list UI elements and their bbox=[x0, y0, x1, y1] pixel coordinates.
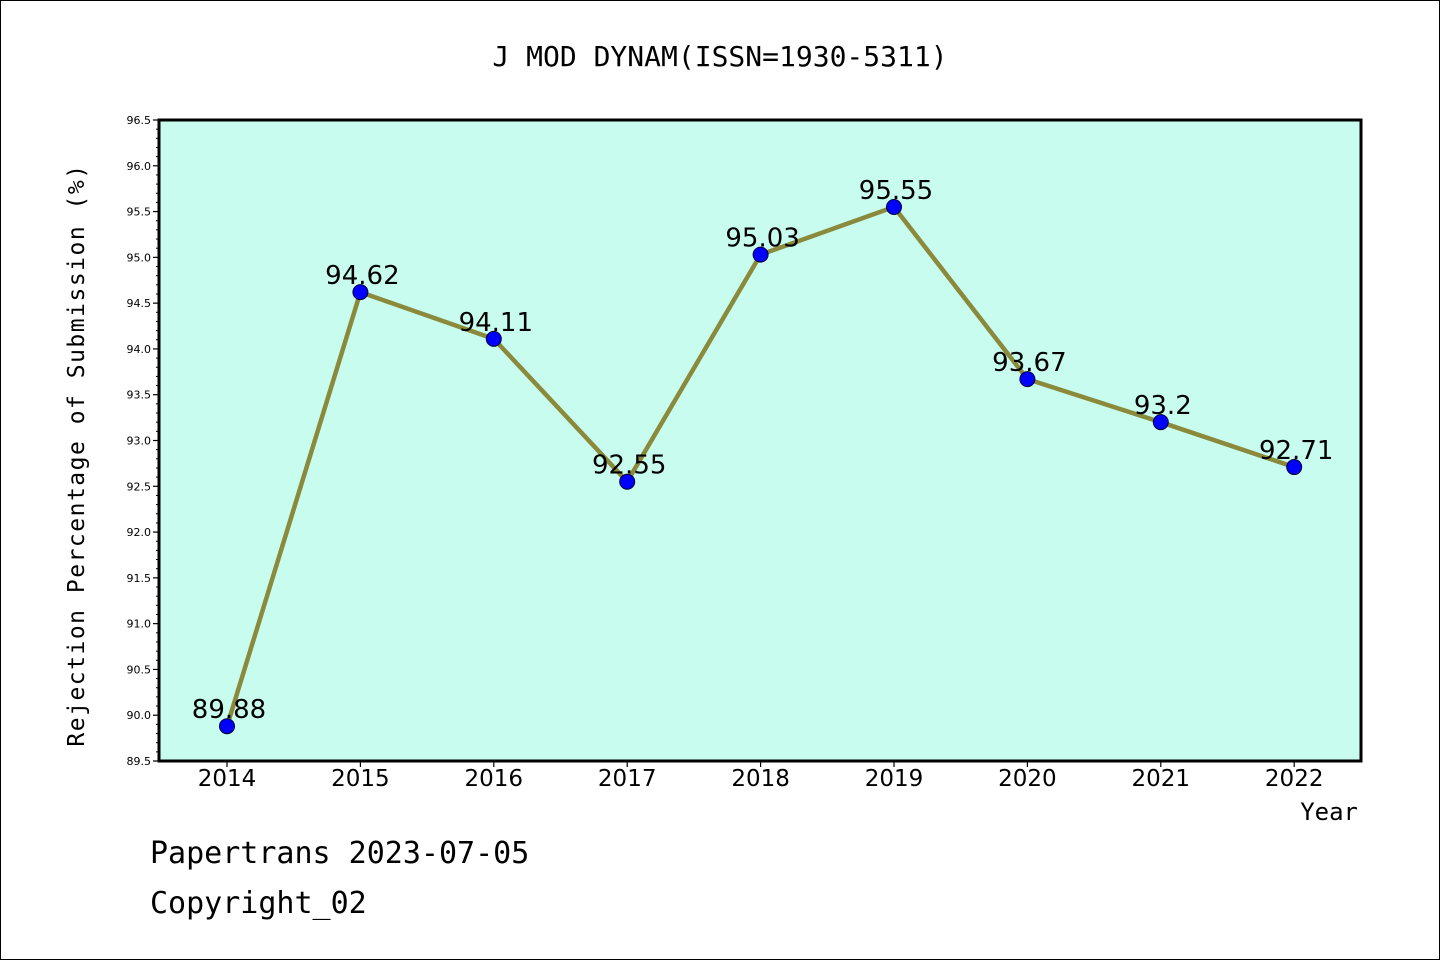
y-tick-label: 93.0 bbox=[127, 435, 152, 448]
footer-date-text: Papertrans 2023-07-05 bbox=[150, 836, 530, 871]
plot-border bbox=[157, 118, 1363, 763]
y-tick-label: 95.5 bbox=[127, 206, 152, 219]
data-point-marker bbox=[1019, 371, 1036, 388]
chart-title: J MOD DYNAM(ISSN=1930-5311) bbox=[492, 40, 947, 73]
y-tick-label: 91.5 bbox=[127, 572, 152, 585]
x-tick-label: 2020 bbox=[998, 766, 1057, 792]
data-point-marker bbox=[752, 246, 769, 263]
data-point-marker bbox=[619, 473, 636, 490]
y-tick-label: 90.0 bbox=[127, 709, 152, 722]
y-tick-label: 96.0 bbox=[127, 160, 152, 173]
y-tick-label: 90.5 bbox=[127, 663, 152, 676]
y-tick-label: 89.5 bbox=[127, 755, 152, 768]
x-axis-ticks: 2014 2015 2016 2017 2018 2019 2020 2021 2022 bbox=[198, 761, 1324, 792]
x-tick-label: 2019 bbox=[865, 766, 924, 792]
y-tick-label: 93.5 bbox=[127, 389, 152, 402]
y-tick-label: 92.0 bbox=[127, 526, 152, 539]
plot-area bbox=[159, 120, 1361, 761]
series-layer: 89.8894.6294.1192.5595.0395.5593.6793.29… bbox=[192, 176, 1333, 735]
data-point-marker bbox=[485, 330, 502, 347]
data-point-marker bbox=[1286, 459, 1303, 476]
data-point-marker bbox=[219, 718, 235, 735]
x-tick-label: 2022 bbox=[1265, 766, 1324, 792]
data-point-marker bbox=[886, 198, 902, 215]
x-tick-label: 2021 bbox=[1132, 766, 1191, 792]
y-tick-label: 94.0 bbox=[127, 343, 152, 356]
x-axis-label: Year bbox=[1300, 798, 1358, 826]
x-tick-label: 2014 bbox=[198, 766, 257, 792]
y-axis-ticks: 89.5 90.0 90.5 91.0 91.5 92.0 92.5 93.0 93.5 94.0… bbox=[127, 114, 159, 768]
data-point-marker bbox=[352, 284, 369, 301]
x-tick-label: 2016 bbox=[465, 766, 524, 792]
x-tick-label: 2017 bbox=[598, 766, 657, 792]
data-point-marker bbox=[1152, 414, 1169, 431]
y-tick-label: 91.0 bbox=[127, 618, 152, 631]
footer-copyright-text: Copyright_02 bbox=[150, 886, 367, 921]
y-tick-label: 94.5 bbox=[127, 297, 152, 310]
y-tick-label: 96.5 bbox=[127, 114, 152, 127]
y-axis-label: Rejection Percentage of Submission (%) bbox=[64, 163, 90, 746]
x-tick-label: 2018 bbox=[731, 766, 790, 792]
x-tick-label: 2015 bbox=[331, 766, 390, 792]
y-tick-label: 92.5 bbox=[127, 480, 152, 493]
y-tick-label: 95.0 bbox=[127, 251, 152, 264]
